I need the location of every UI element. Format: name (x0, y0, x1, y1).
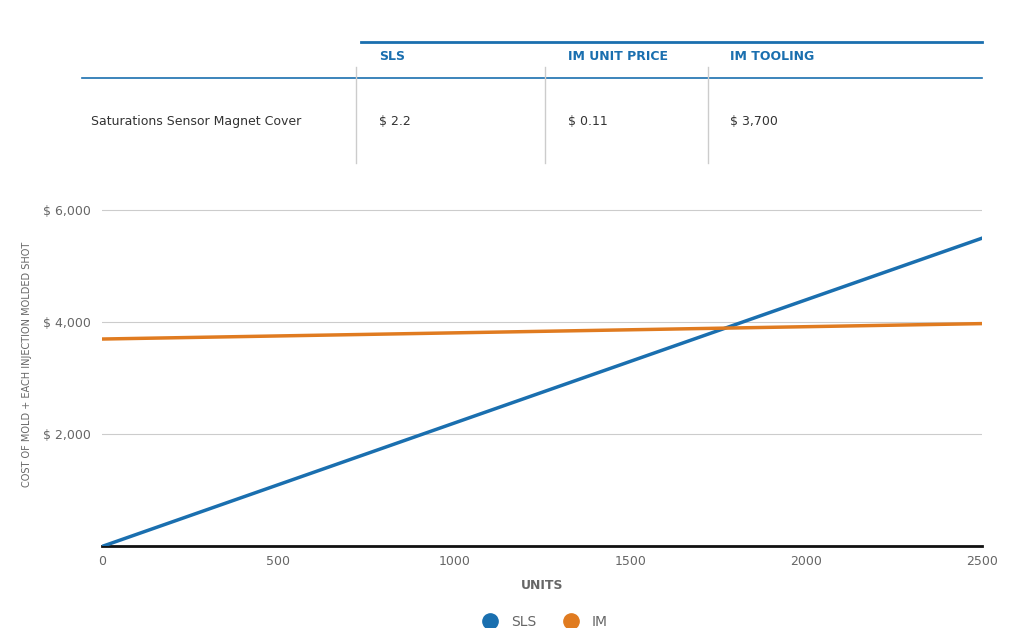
X-axis label: UNITS: UNITS (521, 579, 564, 592)
Text: Saturations Sensor Magnet Cover: Saturations Sensor Magnet Cover (91, 116, 301, 128)
Text: $ 0.11: $ 0.11 (568, 116, 608, 128)
Text: $ 2.2: $ 2.2 (379, 116, 410, 128)
Text: SLS: SLS (379, 50, 405, 63)
Text: IM UNIT PRICE: IM UNIT PRICE (568, 50, 668, 63)
Legend: SLS, IM: SLS, IM (471, 609, 614, 628)
Y-axis label: COST OF MOLD + EACH INJECTION MOLDED SHOT: COST OF MOLD + EACH INJECTION MOLDED SHO… (23, 242, 32, 487)
Text: $ 3,700: $ 3,700 (730, 116, 777, 128)
Text: IM TOOLING: IM TOOLING (730, 50, 814, 63)
